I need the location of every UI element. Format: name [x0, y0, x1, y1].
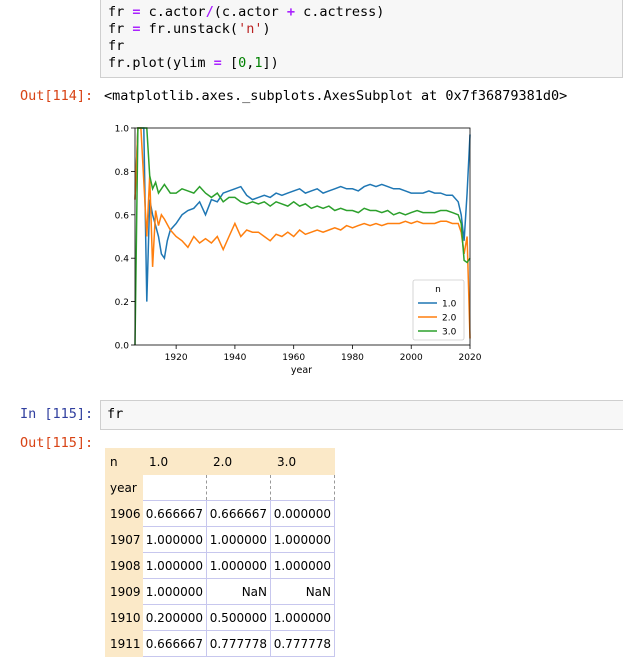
column-header: 2.0: [206, 448, 271, 475]
series-line-3.0: [134, 127, 471, 346]
table-cell: 0.777778: [270, 630, 335, 657]
table-cell: 0.666667: [206, 500, 271, 527]
table-cell: NaN: [206, 578, 271, 605]
column-header: 3.0: [270, 448, 335, 475]
x-tick-label: 2020: [459, 353, 482, 363]
table-cell: 1.000000: [270, 604, 335, 631]
y-tick-label: 1.0: [115, 125, 130, 135]
table-cell: NaN: [270, 578, 335, 605]
output-text-114: <matplotlib.axes._subplots.AxesSubplot a…: [104, 88, 568, 104]
x-tick-label: 1960: [282, 353, 305, 363]
x-tick-label: 1920: [165, 353, 188, 363]
table-cell: 1.000000: [142, 526, 207, 553]
table-body: 1906 0.666667 0.666667 0.000000 1907 1.000000…: [105, 500, 335, 657]
line-chart: 0.0 0.2 0.4 0.6 0.8 1.0 1920 1940 1960 1980 2000 20…: [115, 125, 482, 377]
row-year: 1909: [105, 578, 143, 605]
y-tick-label: 0.0: [115, 342, 130, 352]
table-row: 1911 0.666667 0.777778 0.777778: [105, 630, 335, 657]
in-prompt-115: In [115]:: [20, 406, 94, 422]
x-tick-label: 1940: [223, 353, 246, 363]
table-row: 1909 1.000000 NaN NaN: [105, 578, 335, 605]
plot-frame: [134, 127, 471, 346]
code-cell-114[interactable]: fr = c.actor/(c.actor + c.actress) fr = f…: [100, 0, 623, 78]
table-cell: 1.000000: [270, 526, 335, 553]
table-cell: 1.000000: [206, 552, 271, 579]
dataframe-table: n 1.0 2.0 3.0 year 1906 0.666667 0.666667 0…: [105, 448, 335, 657]
y-tick-label: 0.4: [115, 255, 130, 265]
code-line: fr = fr.unstack('n'): [108, 21, 271, 37]
row-year: 1908: [105, 552, 143, 579]
code-editor-115[interactable]: fr: [107, 406, 124, 422]
table-cell: 1.000000: [142, 578, 207, 605]
code-cell-115[interactable]: fr: [100, 400, 623, 430]
legend-label: 2.0: [442, 314, 457, 324]
table-cell: 1.000000: [142, 552, 207, 579]
legend-box: [412, 279, 465, 341]
table-header-row: n 1.0 2.0 3.0: [105, 448, 335, 475]
series-line-1.0: [134, 127, 471, 302]
row-year: 1906: [105, 500, 143, 527]
table-row: 1910 0.200000 0.500000 1.000000: [105, 604, 335, 631]
x-axis-label: year: [291, 365, 312, 376]
code-line: fr.plot(ylim = [0,1]): [108, 55, 279, 71]
column-index-name: n: [105, 448, 143, 475]
column-header: 1.0: [142, 448, 207, 475]
legend-title: n: [435, 285, 441, 295]
table-cell: 0.200000: [142, 604, 207, 631]
code-line: fr = c.actor/(c.actor + c.actress): [108, 4, 385, 20]
legend-label: 3.0: [442, 328, 457, 338]
table-cell: 0.666667: [142, 630, 207, 657]
table-cell: 0.666667: [142, 500, 207, 527]
table-index-row: year: [105, 474, 335, 501]
x-tick-label: 1980: [341, 353, 364, 363]
series-line-2.0: [134, 127, 471, 339]
legend-label: 1.0: [442, 300, 457, 310]
code-line: fr: [108, 38, 125, 54]
table-cell: 1.000000: [270, 552, 335, 579]
x-tick-label: 2000: [400, 353, 423, 363]
y-tick-label: 0.2: [115, 298, 129, 308]
row-index-name: year: [105, 474, 143, 501]
table-row: 1906 0.666667 0.666667 0.000000: [105, 500, 335, 527]
row-year: 1911: [105, 630, 143, 657]
table-cell: 0.500000: [206, 604, 271, 631]
out-prompt-115: Out[115]:: [20, 435, 94, 451]
out-prompt-114: Out[114]:: [20, 88, 94, 104]
table-row: 1908 1.000000 1.000000 1.000000: [105, 552, 335, 579]
y-tick-label: 0.8: [115, 168, 130, 178]
table-row: 1907 1.000000 1.000000 1.000000: [105, 526, 335, 553]
row-year: 1910: [105, 604, 143, 631]
row-year: 1907: [105, 526, 143, 553]
table-cell: 0.000000: [270, 500, 335, 527]
table-cell: 0.777778: [206, 630, 271, 657]
y-tick-label: 0.6: [115, 211, 130, 221]
table-cell: 1.000000: [206, 526, 271, 553]
